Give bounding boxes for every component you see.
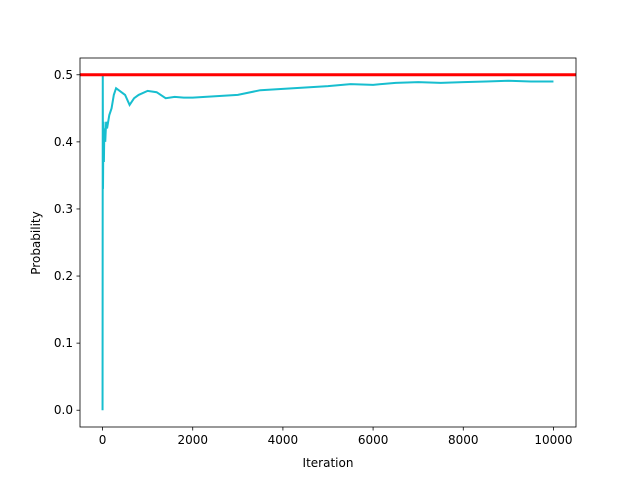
y-tick-label: 0.1 bbox=[54, 336, 73, 350]
x-tick-label: 10000 bbox=[534, 433, 572, 447]
x-tick-label: 2000 bbox=[177, 433, 208, 447]
data-line bbox=[101, 74, 554, 411]
y-tick-label: 0.0 bbox=[54, 403, 73, 417]
y-tick-label: 0.5 bbox=[54, 68, 73, 82]
y-axis-label: Probability bbox=[29, 211, 43, 274]
y-tick-label: 0.4 bbox=[54, 135, 73, 149]
x-axis-label: Iteration bbox=[303, 456, 354, 470]
x-tick-label: 8000 bbox=[448, 433, 479, 447]
axes-frame bbox=[79, 57, 577, 428]
y-tick-label: 0.3 bbox=[54, 202, 73, 216]
y-tick-label: 0.2 bbox=[54, 269, 73, 283]
x-tick-label: 4000 bbox=[268, 433, 299, 447]
x-tick-label: 6000 bbox=[358, 433, 389, 447]
x-tick-label: 0 bbox=[99, 433, 107, 447]
